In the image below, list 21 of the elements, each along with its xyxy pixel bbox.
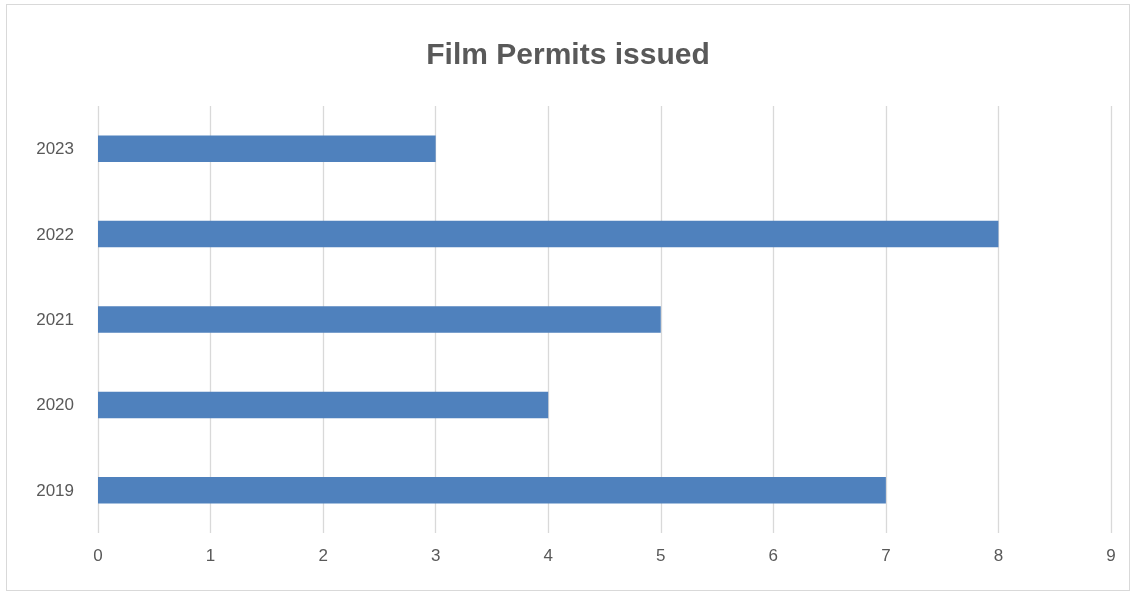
chart-title: Film Permits issued xyxy=(426,36,710,70)
y-tick-label: 2020 xyxy=(36,395,74,415)
bar xyxy=(98,306,661,333)
y-tick-label: 2022 xyxy=(36,224,74,244)
x-tick-label: 1 xyxy=(205,546,216,565)
x-tick-label: 0 xyxy=(93,546,103,565)
bar xyxy=(98,391,549,419)
bar xyxy=(98,135,436,162)
bar xyxy=(98,477,886,504)
x-tick-label: 6 xyxy=(768,546,779,565)
x-tick-label: 7 xyxy=(881,546,891,565)
x-tick-label: 4 xyxy=(543,546,553,565)
x-tick-label: 9 xyxy=(1106,546,1116,565)
bar xyxy=(98,220,999,248)
y-tick-label: 2021 xyxy=(36,310,74,329)
x-tick-label: 8 xyxy=(993,546,1004,565)
x-tick-label: 2 xyxy=(318,546,328,565)
y-tick-label: 2019 xyxy=(36,480,74,500)
x-tick-label: 5 xyxy=(656,546,666,565)
y-tick-label: 2023 xyxy=(36,139,74,159)
x-tick-label: 3 xyxy=(430,546,441,565)
